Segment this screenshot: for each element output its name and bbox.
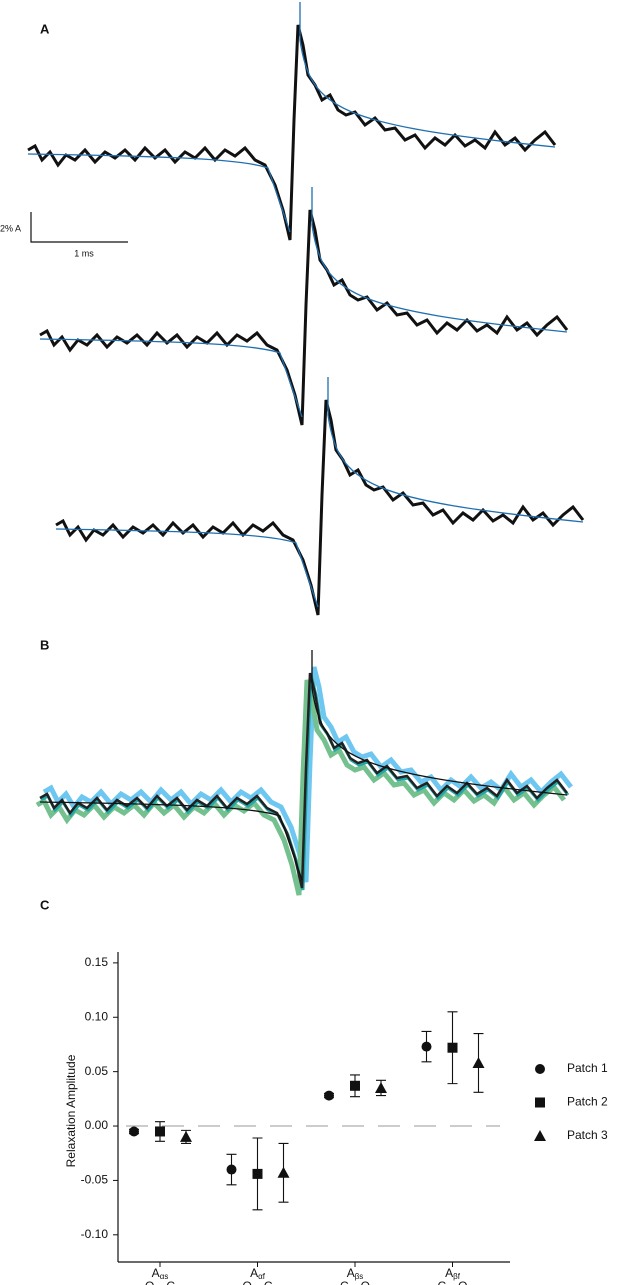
legend-marker [535, 1097, 545, 1108]
legend-marker [535, 1064, 545, 1074]
trace-3 [54, 376, 585, 617]
data-point [350, 1080, 360, 1091]
trace-2 [38, 186, 569, 427]
x-tick-label: Aαs [152, 1266, 169, 1281]
y-tick-label: -0.05 [81, 1173, 109, 1187]
x-tick-label: Aβf [445, 1266, 461, 1281]
x-tick-label: O→C [145, 1279, 175, 1285]
scale-bar: 2% A 1 ms [0, 212, 128, 258]
x-tick-label: Aαf [250, 1266, 266, 1281]
data-point [277, 1166, 290, 1178]
overlay-traces [37, 649, 571, 895]
x-tick-label: C→O [438, 1279, 468, 1285]
data-point [447, 1042, 458, 1053]
data-point [129, 1126, 139, 1137]
x-tick-label: O→C [243, 1279, 273, 1285]
data-point [226, 1164, 237, 1175]
legend-label: Patch 1 [567, 1061, 608, 1075]
x-tick-label: C→O [340, 1279, 370, 1285]
data-point [324, 1090, 334, 1101]
chart: -0.10-0.050.000.050.100.15AαsO→CAαfO→CAβ… [81, 952, 608, 1285]
data-point [180, 1130, 192, 1142]
data-point [252, 1168, 263, 1179]
panel-label: B [40, 637, 49, 652]
x-tick-label: Aβs [347, 1266, 364, 1281]
panel-label: C [40, 897, 50, 912]
y-tick-label: 0.05 [85, 1064, 109, 1078]
data-point [472, 1056, 485, 1068]
legend-label: Patch 2 [567, 1095, 608, 1109]
data-point [421, 1041, 432, 1052]
legend-label: Patch 3 [567, 1128, 608, 1142]
scale-label-x: 1 ms [74, 248, 94, 258]
trace-1 [26, 1, 557, 242]
legend-marker [534, 1130, 546, 1141]
y-tick-label: 0.15 [85, 955, 109, 969]
y-tick-label: 0.10 [85, 1009, 109, 1023]
data-point [375, 1081, 387, 1093]
y-tick-label: -0.10 [81, 1227, 109, 1241]
y-axis-label: Relaxation Amplitude [64, 1054, 78, 1167]
data-point [155, 1126, 165, 1137]
scale-label-y: 2% A [0, 223, 21, 233]
panel-label: A [40, 21, 50, 36]
y-tick-label: 0.00 [85, 1118, 109, 1132]
